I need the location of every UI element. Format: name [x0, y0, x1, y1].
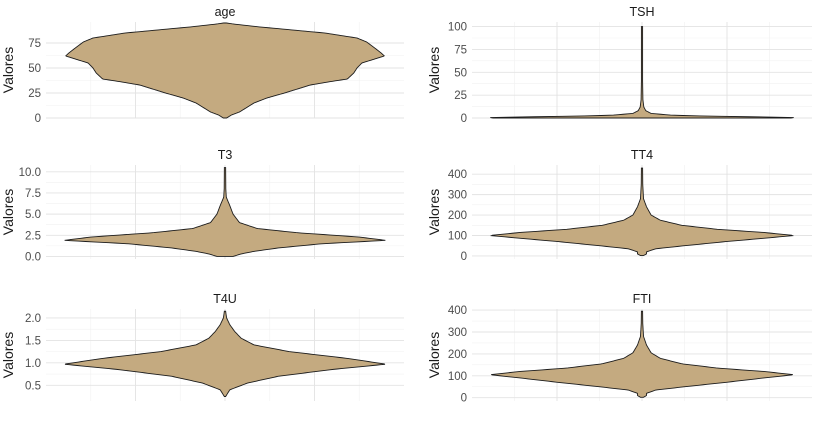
- panel-title: TSH: [630, 5, 655, 19]
- y-tick-label: 300: [448, 190, 467, 202]
- panel-t4u: 0.5 1.0 1.5 2.0 T4U Valores: [0, 292, 404, 401]
- y-tick-label: 0: [35, 113, 41, 125]
- y-tick-label: 2.5: [25, 230, 41, 242]
- y-tick-label: 75: [28, 38, 41, 50]
- panel-title: age: [215, 5, 236, 19]
- y-tick-label: 10.0: [19, 167, 41, 179]
- y-axis-label: Valores: [426, 189, 442, 235]
- y-tick-label: 1.5: [25, 335, 41, 347]
- y-axis-label: Valores: [0, 189, 16, 235]
- violin-t3: [64, 167, 386, 257]
- y-axis-label: Valores: [0, 47, 16, 93]
- panel-tsh: 0 25 50 75 100 TSH Valores: [426, 5, 812, 125]
- y-tick-label: 100: [448, 371, 467, 383]
- violin-tsh: [490, 26, 794, 119]
- y-tick-label: 0.5: [25, 380, 41, 392]
- y-tick-label: 75: [454, 44, 467, 56]
- panel-t3: 0.0 2.5 5.0 7.5 10.0 T3 Valores: [0, 148, 404, 263]
- violin-age: [65, 22, 385, 119]
- y-tick-label: 0: [461, 251, 467, 263]
- y-axis-label: Valores: [426, 47, 442, 93]
- y-tick-label: 0.0: [25, 251, 41, 263]
- y-tick-label: 300: [448, 327, 467, 339]
- panel-title: T4U: [213, 292, 237, 306]
- violin-tt4: [489, 167, 795, 256]
- violin-fti: [491, 310, 793, 398]
- y-tick-label: 50: [454, 67, 467, 79]
- y-tick-label: 400: [448, 305, 467, 317]
- y-tick-label: 2.0: [25, 313, 41, 325]
- panel-fti: 0 100 200 300 400 FTI Valores: [426, 292, 812, 405]
- y-tick-label: 400: [448, 169, 467, 181]
- panel-age: 0 25 50 75 age Valores: [0, 5, 404, 125]
- panel-tt4: 0 100 200 300 400 TT4 Valores: [426, 148, 812, 263]
- y-tick-label: 25: [454, 90, 467, 102]
- y-tick-label: 25: [28, 88, 41, 100]
- y-tick-label: 0: [461, 393, 467, 405]
- panel-title: FTI: [633, 292, 652, 306]
- y-tick-label: 200: [448, 210, 467, 222]
- y-tick-label: 100: [448, 231, 467, 243]
- y-axis-label: Valores: [0, 332, 16, 378]
- y-tick-label: 0: [461, 113, 467, 125]
- violin-t4u: [64, 310, 386, 397]
- panel-title: TT4: [631, 148, 653, 162]
- y-tick-label: 1.0: [25, 358, 41, 370]
- y-tick-label: 5.0: [25, 209, 41, 221]
- y-tick-label: 100: [448, 22, 467, 34]
- y-axis-label: Valores: [426, 332, 442, 378]
- panel-title: T3: [218, 148, 233, 162]
- y-tick-label: 50: [28, 63, 41, 75]
- y-tick-label: 7.5: [25, 188, 41, 200]
- y-tick-label: 200: [448, 349, 467, 361]
